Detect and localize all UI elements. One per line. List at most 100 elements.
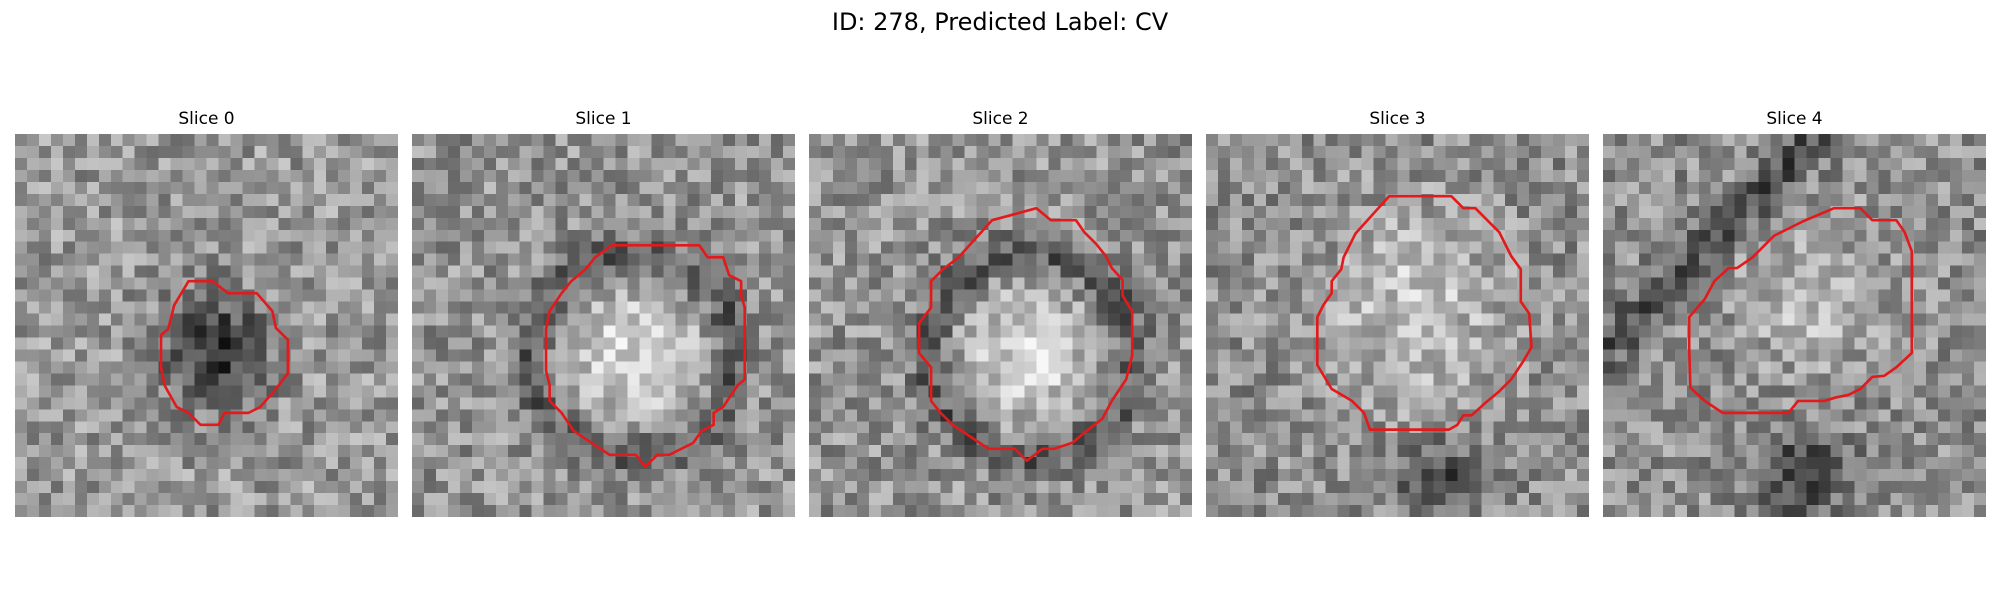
pixel <box>1614 421 1628 434</box>
pixel <box>1553 385 1566 398</box>
pixel <box>627 301 640 314</box>
pixel <box>86 277 100 290</box>
pixel <box>290 373 303 386</box>
pixel <box>675 205 688 219</box>
pixel <box>1722 229 1735 242</box>
pixel <box>1493 205 1506 219</box>
pixel <box>663 301 676 314</box>
pixel <box>206 505 219 517</box>
pixel <box>603 229 616 242</box>
pixel <box>170 265 183 278</box>
pixel <box>1024 217 1037 230</box>
pixel <box>86 253 100 266</box>
pixel <box>1818 157 1831 171</box>
pixel <box>1577 229 1589 242</box>
pixel <box>1144 157 1157 171</box>
pixel <box>38 253 52 266</box>
pixel <box>747 349 760 362</box>
pixel <box>74 421 88 434</box>
pixel <box>940 277 953 290</box>
pixel <box>1469 385 1482 398</box>
pixel <box>567 409 580 422</box>
pixel <box>386 229 398 242</box>
pixel <box>1096 217 1109 230</box>
pixel <box>1206 409 1219 422</box>
pixel <box>1770 409 1783 422</box>
pixel <box>194 457 207 470</box>
pixel <box>495 409 508 422</box>
pixel <box>1265 181 1279 195</box>
pixel <box>771 289 784 302</box>
pixel <box>338 373 351 386</box>
pixel <box>386 301 398 314</box>
pixel <box>699 457 712 470</box>
pixel <box>302 301 315 314</box>
pixel <box>940 229 953 242</box>
pixel <box>50 349 64 362</box>
pixel <box>254 409 267 422</box>
pixel <box>1710 373 1723 386</box>
pixel <box>1206 457 1219 470</box>
pixel <box>1421 349 1434 362</box>
pixel <box>362 445 375 458</box>
pixel <box>651 157 664 171</box>
pixel <box>194 481 207 494</box>
pixel <box>1421 469 1434 482</box>
pixel <box>627 457 640 470</box>
pixel <box>1565 169 1578 183</box>
pixel <box>1313 433 1326 446</box>
pixel <box>1241 361 1255 374</box>
pixel <box>1794 181 1807 195</box>
pixel <box>639 361 652 374</box>
pixel <box>1650 289 1664 302</box>
pixel <box>1674 277 1688 290</box>
pixel <box>15 205 28 219</box>
pixel <box>338 313 351 326</box>
pixel <box>1156 205 1169 219</box>
pixel <box>1734 373 1747 386</box>
pixel <box>1229 349 1243 362</box>
pixel <box>1481 229 1494 242</box>
pixel <box>1529 505 1542 517</box>
pixel <box>880 337 894 350</box>
pixel <box>663 265 676 278</box>
pixel <box>122 373 135 386</box>
pixel <box>1914 397 1927 410</box>
pixel <box>1962 205 1975 219</box>
pixel <box>1060 457 1073 470</box>
pixel <box>1144 337 1157 350</box>
pixel <box>1710 445 1723 458</box>
pixel <box>374 134 387 147</box>
pixel <box>1698 421 1711 434</box>
pixel <box>1758 337 1771 350</box>
pixel <box>1938 397 1951 410</box>
pixel <box>326 349 339 362</box>
pixel <box>459 277 473 290</box>
pixel <box>302 397 315 410</box>
pixel <box>1457 325 1470 338</box>
pixel <box>771 241 784 254</box>
pixel <box>832 169 846 183</box>
pixel <box>1770 433 1783 446</box>
pixel <box>1626 409 1640 422</box>
pixel <box>1481 217 1494 230</box>
pixel <box>1253 397 1267 410</box>
pixel <box>1662 277 1676 290</box>
pixel <box>1397 301 1410 314</box>
pixel <box>1397 433 1410 446</box>
pixel <box>1108 325 1121 338</box>
pixel <box>639 385 652 398</box>
pixel <box>1361 493 1374 506</box>
pixel <box>38 277 52 290</box>
pixel <box>627 505 640 517</box>
pixel <box>1794 409 1807 422</box>
pixel <box>639 169 652 183</box>
pixel <box>1758 325 1771 338</box>
pixel <box>1662 457 1676 470</box>
pixel <box>302 253 315 266</box>
pixel <box>1493 325 1506 338</box>
pixel <box>471 421 485 434</box>
pixel <box>783 145 795 159</box>
pixel <box>639 253 652 266</box>
pixel <box>290 217 303 230</box>
